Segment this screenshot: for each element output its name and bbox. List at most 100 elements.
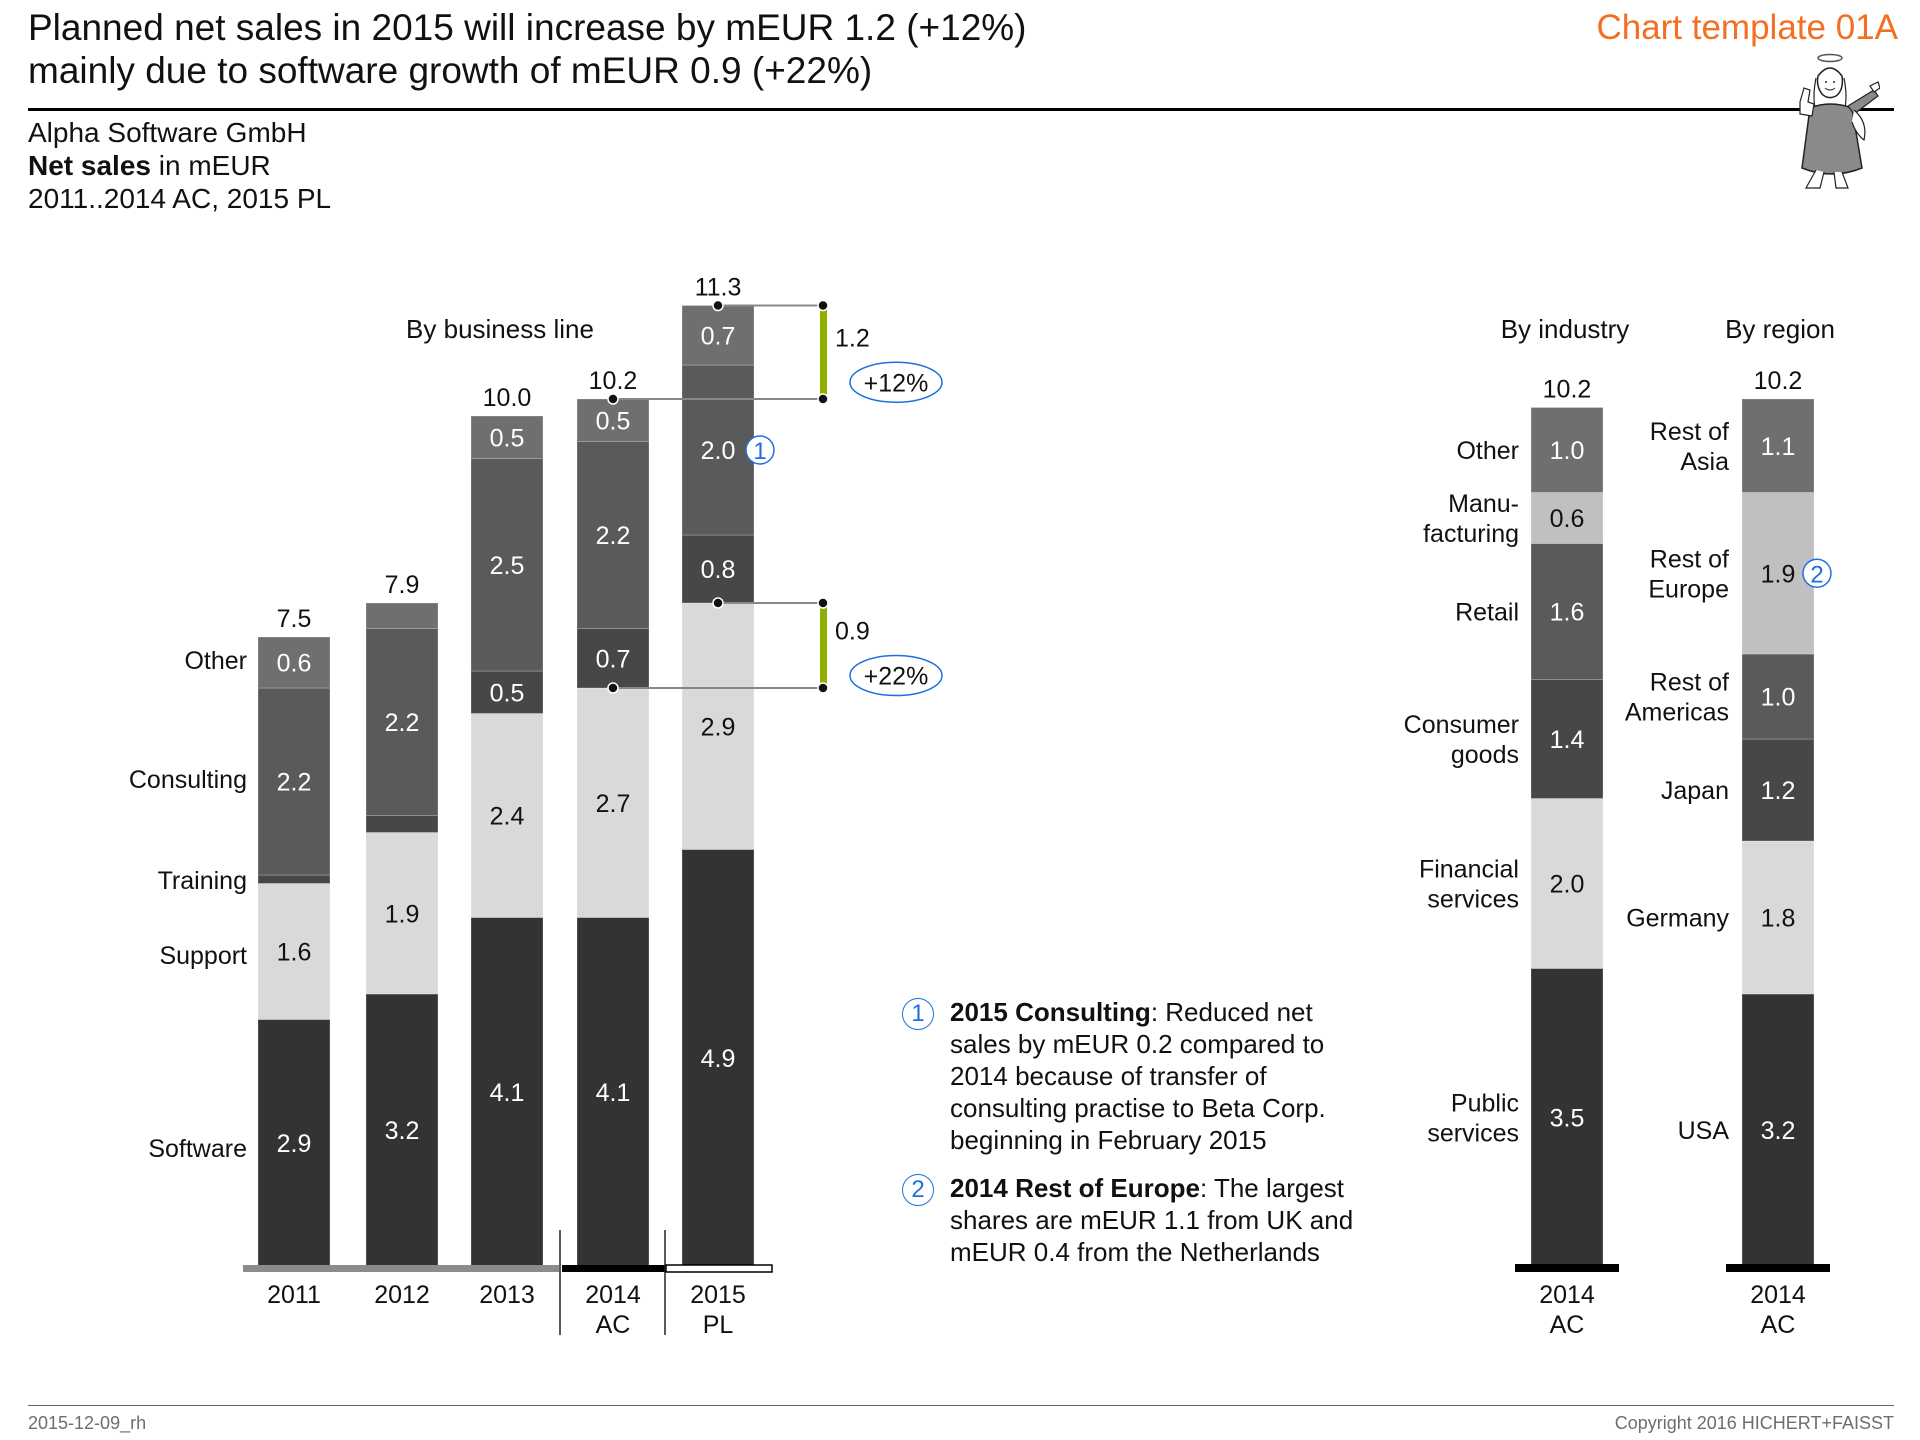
bar-segment-other-2015-pl <box>681 305 755 366</box>
data-label-industry-retail: 1.6 <box>1550 599 1585 627</box>
axis-actual <box>562 1265 666 1272</box>
data-label-support-2013: 2.4 <box>490 803 525 831</box>
total-label-2012: 7.9 <box>385 571 420 599</box>
delta-dot-total-0 <box>712 299 724 312</box>
series-label-software: Software <box>148 1135 247 1163</box>
measure-unit: in mEUR <box>150 150 271 181</box>
series-label-region-rest-of-europe-2: Europe <box>1648 575 1729 603</box>
period: 2011..2014 AC, 2015 PL <box>28 183 332 214</box>
data-label-software-2013: 4.1 <box>490 1079 525 1107</box>
bar-segment-other-2014-ac <box>576 398 650 442</box>
data-label-software-2015-pl: 4.9 <box>701 1045 736 1073</box>
data-label-software-2012: 3.2 <box>385 1117 420 1145</box>
delta-dot-total-2 <box>817 299 829 312</box>
footer-divider <box>28 1405 1894 1406</box>
series-label-industry-financial-services: Financial <box>1419 856 1519 884</box>
bar-segment-training-2012 <box>365 815 439 833</box>
delta-dot-software-1 <box>607 682 619 694</box>
series-label-industry-retail: Retail <box>1455 599 1519 627</box>
series-label-support: Support <box>159 942 247 970</box>
data-label-industry-public-services: 3.5 <box>1550 1104 1585 1132</box>
data-label-support-2011: 1.6 <box>277 939 312 967</box>
delta-value-software: 0.9 <box>835 618 870 646</box>
title-line-2: mainly due to software growth of mEUR 0.… <box>28 50 873 91</box>
category-label-industry-sub: AC <box>1550 1311 1585 1339</box>
footnote-marker-1-chart-text: 1 <box>753 438 766 465</box>
bar-segment-other-2013 <box>470 415 544 459</box>
footer-copyright: Copyright 2016 HICHERT+FAISST <box>1614 1413 1894 1433</box>
bar-segment-industry-financial-services <box>1530 798 1604 969</box>
series-label-industry-other: Other <box>1456 437 1519 465</box>
delta-percent-badge-total <box>849 361 943 403</box>
series-label-industry-manufacturing-2: facturing <box>1423 520 1519 548</box>
data-label-support-2014-ac: 2.7 <box>596 790 631 818</box>
bar-segment-software-2011 <box>257 1019 331 1267</box>
footnote-marker-1-chart <box>745 435 775 465</box>
data-label-industry-other: 1.0 <box>1550 437 1585 465</box>
category-label-2014-ac-sub: AC <box>596 1311 631 1339</box>
series-label-region-rest-of-asia: Rest of <box>1650 418 1729 446</box>
bar-segment-region-rest-of-americas <box>1741 653 1815 740</box>
axis-previous-years <box>243 1265 559 1272</box>
data-label-region-rest-of-americas: 1.0 <box>1761 684 1796 712</box>
bar-segment-support-2014-ac <box>576 687 650 918</box>
footnote-1-title: 2015 Consulting <box>950 997 1151 1027</box>
bar-segment-training-2013 <box>470 670 544 714</box>
delta-dot-software-2 <box>817 597 829 609</box>
data-label-training-2015-pl: 0.8 <box>701 556 736 584</box>
category-label-industry: 2014 <box>1539 1281 1595 1309</box>
data-label-industry-consumer-goods: 1.4 <box>1550 726 1585 754</box>
bar-segment-support-2012 <box>365 832 439 995</box>
title-line-1: Planned net sales in 2015 will increase … <box>28 7 1027 48</box>
series-label-region-germany: Germany <box>1626 905 1729 933</box>
data-label-training-2014-ac: 0.7 <box>596 645 631 673</box>
measure-name: Net sales <box>28 150 151 181</box>
axis-actual-region <box>1726 1264 1830 1272</box>
bar-segment-region-rest-of-europe <box>1741 492 1815 655</box>
delta-dot-software-3 <box>817 682 829 694</box>
bar-segment-industry-retail <box>1530 543 1604 680</box>
delta-dot-total-1 <box>607 393 619 405</box>
data-label-software-2011: 2.9 <box>277 1130 312 1158</box>
footer-date: 2015-12-09_rh <box>28 1413 147 1433</box>
series-label-region-rest-of-americas-2: Americas <box>1625 699 1729 727</box>
series-label-training: Training <box>158 867 247 895</box>
title-divider <box>28 108 1894 111</box>
series-label-other: Other <box>184 647 247 675</box>
footnote-2: 2 2014 Rest of Europe: The largest share… <box>900 1172 1380 1268</box>
delta-percent-badge-software <box>849 654 943 697</box>
category-label-2015-pl: 2015 <box>690 1281 746 1309</box>
category-label-2013: 2013 <box>479 1281 535 1309</box>
category-label-2012: 2012 <box>374 1281 430 1309</box>
series-label-industry-public-services-2: services <box>1427 1119 1519 1147</box>
measure-line: Net sales in mEUR <box>28 149 331 182</box>
footnote-1-text: : Reduced net sales by mEUR 0.2 compared… <box>950 997 1326 1155</box>
category-label-2014-ac: 2014 <box>585 1281 641 1309</box>
category-label-2015-pl-sub: PL <box>703 1311 734 1339</box>
data-label-other-2015-pl: 0.7 <box>701 322 736 350</box>
footnote-2-text: : The largest shares are mEUR 1.1 from U… <box>950 1173 1354 1267</box>
data-label-software-2014-ac: 4.1 <box>596 1079 631 1107</box>
series-label-region-rest-of-asia-2: Asia <box>1680 448 1729 476</box>
data-label-region-japan: 1.2 <box>1761 777 1796 805</box>
chart-title-industry: By industry <box>1501 314 1630 344</box>
category-label-region: 2014 <box>1750 1281 1806 1309</box>
bar-segment-industry-public-services <box>1530 968 1604 1267</box>
data-label-consulting-2011: 2.2 <box>277 769 312 797</box>
bar-segment-support-2015-pl <box>681 602 755 850</box>
series-label-region-japan: Japan <box>1661 777 1729 805</box>
bar-segment-other-2011 <box>257 636 331 689</box>
page-title: Planned net sales in 2015 will increase … <box>28 6 1027 92</box>
series-label-industry-financial-services-2: services <box>1427 886 1519 914</box>
total-label-2013: 10.0 <box>483 384 532 412</box>
total-label-2015-pl: 11.3 <box>695 274 742 302</box>
bar-segment-consulting-2015-pl <box>681 364 755 536</box>
data-label-other-2014-ac: 0.5 <box>596 407 631 435</box>
chart-title-business-line: By business line <box>406 314 594 344</box>
footnote-marker-2: 2 <box>902 1174 934 1206</box>
total-label-industry: 10.2 <box>1543 376 1592 404</box>
data-label-consulting-2012: 2.2 <box>385 709 420 737</box>
bar-segment-region-japan <box>1741 738 1815 842</box>
footnote-marker-2-chart-text: 2 <box>1810 561 1823 588</box>
bar-segment-industry-consumer-goods <box>1530 679 1604 799</box>
